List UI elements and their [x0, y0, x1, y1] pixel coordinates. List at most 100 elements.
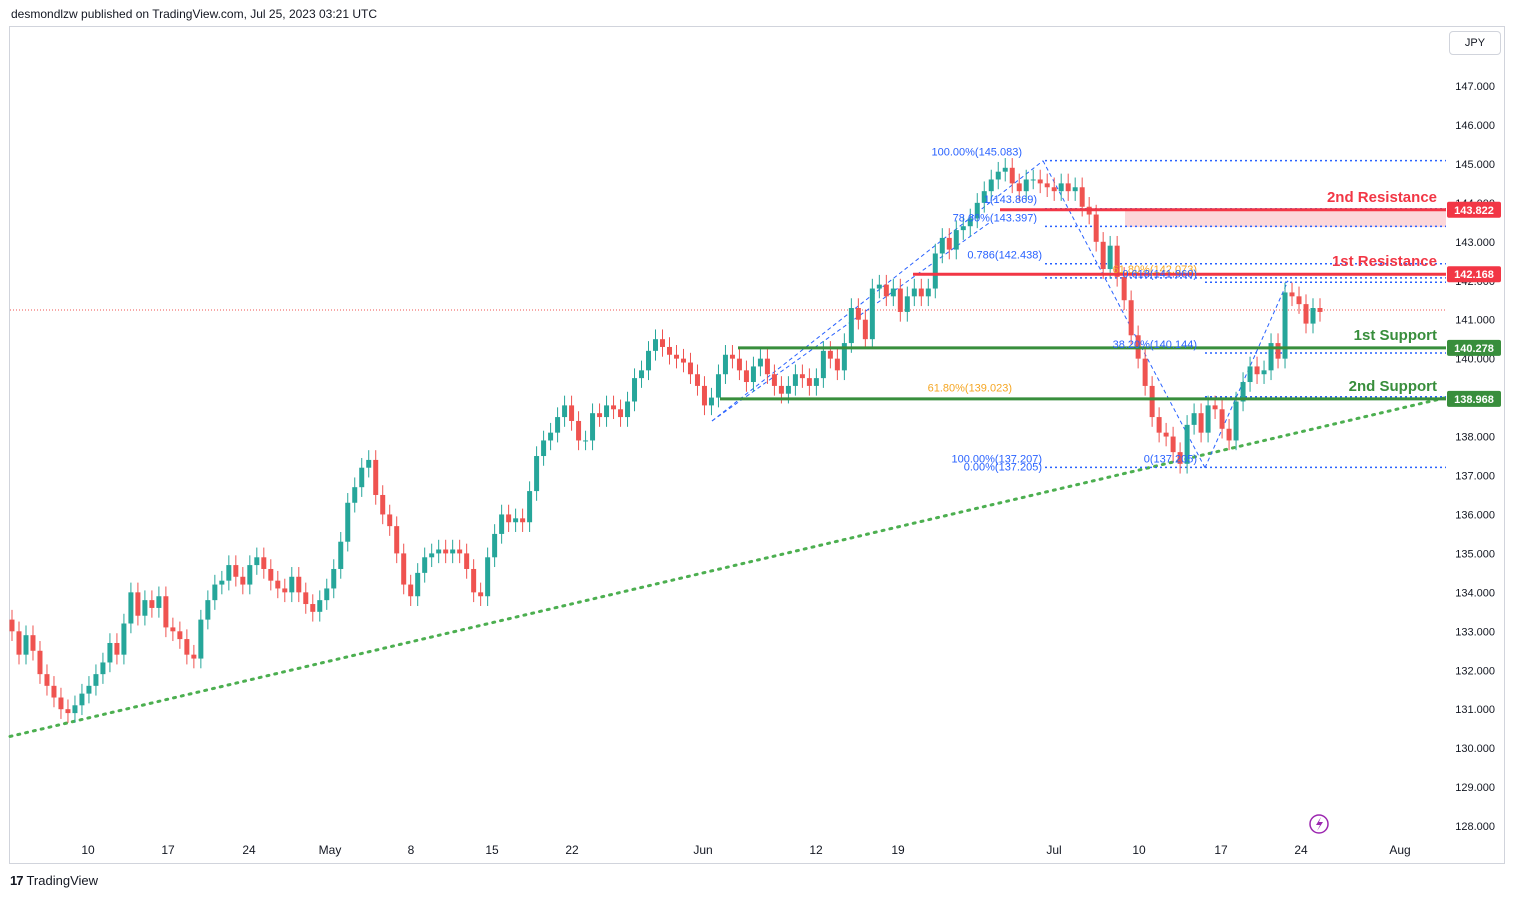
publisher-caption: desmondlzw published on TradingView.com,…: [11, 7, 377, 21]
candle-body: [701, 385, 707, 406]
candle-body: [366, 459, 372, 468]
candle-body: [1030, 179, 1036, 181]
candle-body: [1254, 366, 1260, 375]
y-tick-label: 137.000: [1455, 471, 1495, 483]
resistance-label: 2nd Resistance: [1327, 189, 1437, 206]
candle-body: [275, 580, 281, 589]
y-tick-label: 135.000: [1455, 548, 1495, 560]
candle-body: [212, 584, 218, 601]
candle-body: [394, 526, 400, 554]
fib-label: 0(137.205): [1144, 454, 1197, 466]
candle-body: [1128, 300, 1134, 336]
candle-body: [1044, 183, 1050, 188]
resistance-label: 1st Resistance: [1332, 253, 1437, 270]
price-tag-label: 143.822: [1454, 205, 1494, 217]
candle-body: [827, 350, 833, 359]
candle-body: [729, 354, 735, 359]
fib-swing-line: [1042, 160, 1206, 468]
candle-body: [960, 226, 966, 231]
price-tag: [1447, 266, 1501, 283]
candle-body: [792, 374, 798, 386]
x-tick-label: Jun: [693, 843, 712, 857]
candle-body: [1177, 452, 1183, 464]
candle-body: [1233, 401, 1239, 441]
candle-body: [548, 432, 554, 441]
candle-body: [128, 592, 134, 624]
candle-body: [324, 588, 330, 601]
candle-body: [65, 709, 71, 714]
y-tick-label: 136.000: [1455, 509, 1495, 521]
candle-body: [848, 308, 854, 344]
candle-body: [1009, 167, 1015, 184]
chart-frame[interactable]: [9, 26, 1505, 864]
y-tick-label: 147.000: [1455, 81, 1495, 93]
y-tick-label: 133.000: [1455, 626, 1495, 638]
candle-body: [708, 397, 714, 406]
candle-body: [813, 378, 819, 386]
candle-body: [988, 179, 994, 192]
candle-body: [1107, 245, 1113, 270]
candle-body: [331, 568, 337, 589]
candle-body: [114, 642, 120, 655]
candle-body: [170, 627, 176, 632]
candle-body: [1058, 183, 1064, 192]
currency-button[interactable]: JPY: [1449, 31, 1501, 55]
candle-body: [1065, 183, 1071, 192]
candle-body: [1303, 304, 1309, 324]
candle-body: [646, 350, 652, 371]
candle-body: [736, 358, 742, 371]
candle-body: [254, 557, 260, 566]
candle-body: [876, 284, 882, 289]
y-tick-label: 134.000: [1455, 587, 1495, 599]
y-tick-label: 131.000: [1455, 704, 1495, 716]
candle-body: [925, 288, 931, 297]
candle-body: [219, 580, 225, 585]
candle-body: [317, 600, 323, 612]
candle-body: [1310, 308, 1316, 324]
x-tick-label: 24: [242, 843, 256, 857]
candle-body: [618, 409, 624, 418]
candle-body: [660, 339, 666, 347]
candle-body: [1163, 432, 1169, 437]
candle-body: [107, 642, 113, 663]
candle-body: [1212, 405, 1218, 410]
fib-label: 78.60%(143.397): [953, 212, 1037, 224]
price-tag: [1447, 339, 1501, 356]
price-tag-label: 142.168: [1454, 269, 1494, 281]
x-tick-label: May: [319, 843, 342, 857]
candle-body: [862, 319, 868, 340]
footer-brand[interactable]: TradingView: [26, 873, 99, 888]
candle-body: [911, 288, 917, 297]
candle-body: [1275, 343, 1281, 359]
candle-body: [37, 650, 43, 675]
candle-body: [450, 549, 456, 554]
candle-body: [247, 565, 253, 585]
fib-label: 61.80%(139.023): [928, 383, 1012, 395]
candle-body: [1205, 405, 1211, 433]
candle-body: [1191, 413, 1197, 425]
candle-body: [58, 697, 64, 710]
x-tick-label: 10: [81, 843, 95, 857]
candle-body: [520, 518, 526, 523]
candle-body: [191, 654, 197, 659]
candle-body: [785, 385, 791, 394]
candle-body: [1226, 428, 1232, 441]
y-tick-label: 138.000: [1455, 432, 1495, 444]
candle-body: [1156, 417, 1162, 433]
candle-body: [555, 417, 561, 433]
candle-body: [86, 685, 92, 694]
candle-body: [883, 284, 889, 297]
x-tick-label: Jul: [1046, 843, 1061, 857]
candle-body: [974, 202, 980, 219]
candle-body: [1142, 358, 1148, 386]
candle-body: [23, 635, 29, 655]
y-tick-label: 129.000: [1455, 782, 1495, 794]
candle-body: [30, 635, 36, 651]
candle-body: [282, 588, 288, 593]
candle-body: [687, 362, 693, 375]
candle-body: [1149, 385, 1155, 418]
candle-body: [163, 596, 169, 628]
candle-body: [904, 296, 910, 312]
footer: 17 TradingView: [10, 873, 98, 888]
